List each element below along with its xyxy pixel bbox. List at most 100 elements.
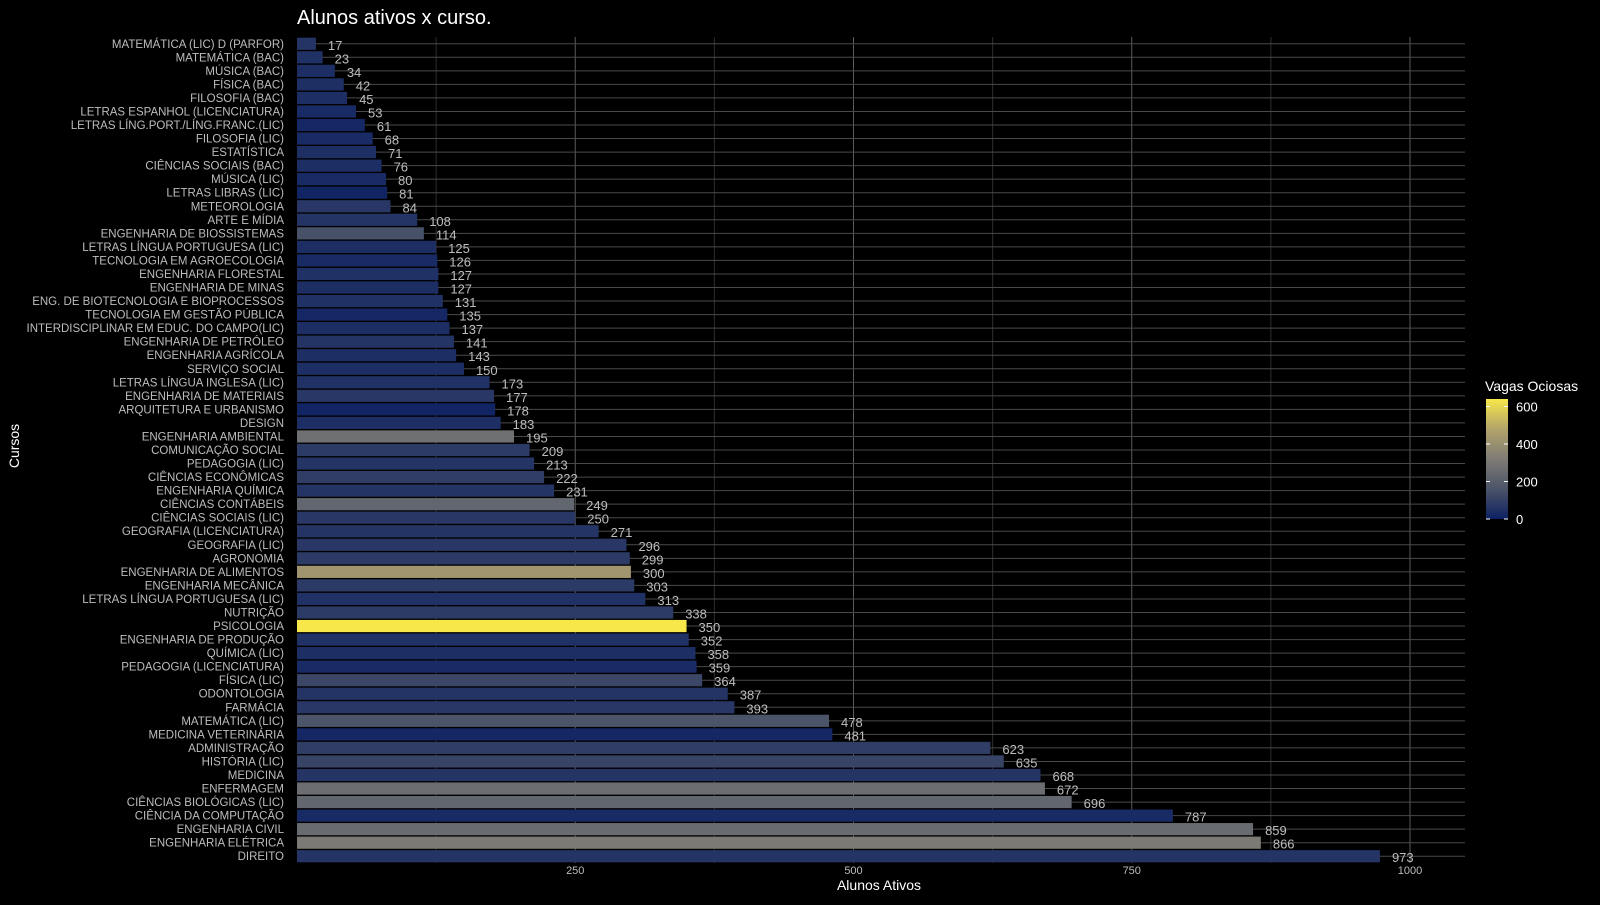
data-label: 481 [844,728,866,743]
data-label: 84 [402,200,416,215]
bar [297,701,735,714]
data-label: 209 [542,444,564,459]
data-label: 137 [461,322,483,337]
data-label: 387 [740,688,762,703]
data-label: 213 [546,458,568,473]
data-label: 178 [507,403,529,418]
category-label: LETRAS ESPANHOL (LICENCIATURA) [80,106,284,118]
bar [297,470,545,484]
category-label: ESTATÍSTICA [212,146,285,159]
data-label: 108 [429,214,451,229]
category-label: LETRAS LÍNGUA INGLESA (LIC) [113,376,284,389]
data-label: 183 [513,417,535,432]
legend-color-bar [1486,399,1508,519]
bar [297,633,689,646]
bar [297,579,635,592]
data-label: 271 [611,525,633,540]
bar [297,768,1041,782]
bar [297,484,555,497]
bar [297,349,457,362]
data-label: 672 [1057,783,1079,798]
category-label: DIREITO [238,851,284,863]
bar [297,213,418,226]
bar [297,728,833,741]
category-label: ENGENHARIA FLORESTAL [139,269,284,281]
bar [297,741,991,754]
category-label: ENGENHARIA DE MINAS [150,283,285,295]
bar [297,457,535,470]
data-label: 300 [643,566,665,581]
data-label: 114 [436,227,457,242]
data-label: 126 [449,254,471,269]
data-label: 299 [642,552,664,567]
data-label: 668 [1052,769,1074,784]
bar [297,674,703,687]
data-label: 364 [714,674,736,689]
category-label: ADMINISTRAÇÃO [188,742,284,755]
data-label: 195 [526,430,548,445]
category-label: NUTRIÇÃO [224,606,284,619]
data-label: 222 [556,471,578,486]
data-label: 45 [359,92,373,107]
legend-title: Vagas Ociosas [1485,378,1578,394]
data-label: 150 [476,363,498,378]
bar [297,647,696,660]
x-tick-label: 500 [844,865,862,877]
bar [297,281,439,294]
bar [297,240,437,253]
data-label: 250 [587,512,609,527]
data-label: 478 [841,715,863,730]
bar [297,118,365,132]
bar [297,132,373,145]
data-label: 127 [450,282,472,297]
bar [297,714,830,727]
category-label: METEOROLOGIA [191,201,285,213]
data-label: 352 [701,634,723,649]
category-label: MEDICINA VETERINÁRIA [149,728,285,741]
bar [297,173,387,186]
category-label: TECNOLOGIA EM AGROECOLOGIA [92,255,284,267]
category-label: PEDAGOGIA (LIC) [187,459,284,471]
data-label: 338 [685,606,707,621]
bar [297,308,448,321]
category-label: LETRAS LÍNGUA PORTUGUESA (LIC) [82,241,284,254]
bar [297,552,630,565]
bar [297,254,438,267]
bar [297,619,687,633]
bar [297,755,1004,768]
data-label: 866 [1273,837,1295,852]
legend-tick-label: 600 [1516,400,1538,415]
category-label: CIÊNCIAS BIOLÓGICAS (LIC) [127,796,284,809]
category-label: ODONTOLOGIA [199,689,285,701]
category-label: LETRAS LIBRAS (LIC) [166,188,284,200]
category-label: ENGENHARIA CIVIL [177,824,285,836]
data-label: 135 [459,309,481,324]
data-label: 249 [586,498,608,513]
category-label: ARQUITETURA E URBANISMO [119,404,285,416]
category-label: FÍSICA (BAC) [213,78,284,91]
data-label: 34 [347,65,361,80]
bar [297,37,316,50]
data-label: 859 [1265,823,1287,838]
legend: Vagas Ociosas 0 200 400 600 [1485,378,1578,527]
bar [297,538,627,551]
bar [297,511,576,524]
category-label: LETRAS LÍNG.PORT./LÍNG.FRANC.(LIC) [71,119,284,132]
category-label: GEOGRAFIA (LICENCIATURA) [122,526,284,538]
category-label: ENGENHARIA DE PETRÓLEO [124,336,284,349]
data-label: 61 [377,119,391,134]
bar [297,687,728,700]
category-label: CIÊNCIAS SOCIAIS (LIC) [151,512,284,525]
data-label: 42 [356,78,370,93]
bar [297,64,335,77]
data-label: 623 [1002,742,1024,757]
data-label: 303 [646,579,668,594]
bar [297,389,495,402]
data-label: 787 [1185,810,1207,825]
data-label: 635 [1016,755,1038,770]
data-label: 23 [335,51,349,66]
legend-tick-label: 400 [1516,437,1538,452]
data-label: 68 [385,133,399,148]
